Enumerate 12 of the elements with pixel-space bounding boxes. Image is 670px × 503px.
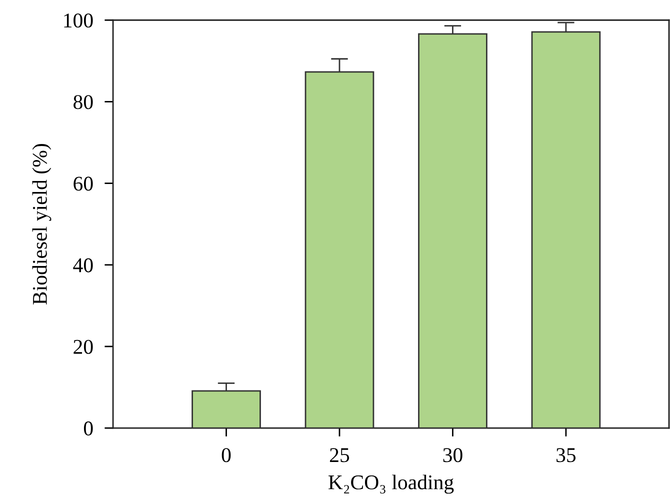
y-tick-label: 20 [74,340,93,354]
x-axis-title: K₂CO₃ loading [328,474,454,494]
x-tick-label: 30 [443,448,462,462]
y-tick-label: 40 [73,258,93,272]
y-tick-label: 80 [74,95,93,110]
y-tick-label: 100 [64,13,93,28]
y-axis-title: Biodiesel yield (%) [32,144,52,304]
y-tick-label: 60 [74,176,93,191]
y-tick-label: 0 [84,421,93,436]
x-tick-label: 25 [330,448,350,462]
x-tick-label: 35 [556,448,576,462]
x-tick-label: 0 [222,448,231,462]
